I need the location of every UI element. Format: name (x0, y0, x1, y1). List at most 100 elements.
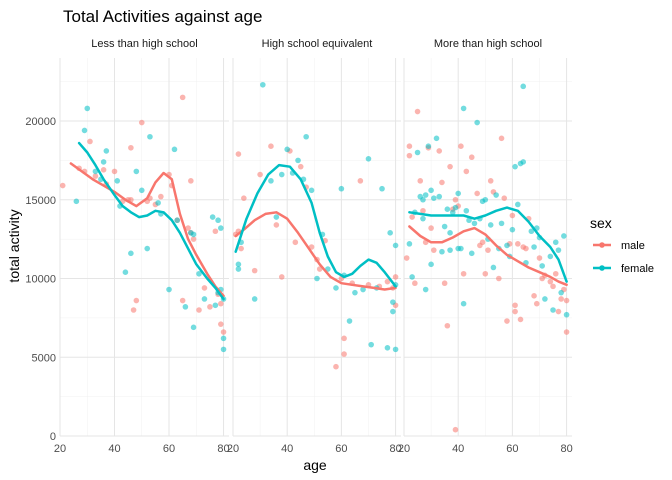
data-point-male (278, 274, 285, 280)
data-point-female (466, 217, 472, 224)
x-tick-label: 80 (389, 443, 401, 455)
data-point-male (515, 241, 521, 247)
data-point-female (528, 228, 535, 235)
data-point-female (449, 209, 456, 216)
data-point-male (452, 426, 459, 433)
x-tick-label: 60 (335, 443, 347, 455)
facet-label: High school equivalent (262, 38, 373, 50)
data-point-female (368, 341, 374, 348)
data-point-male (357, 178, 364, 184)
data-point-male (218, 321, 224, 327)
data-point-female (338, 185, 345, 192)
data-point-female (84, 105, 91, 112)
y-tick-label: 20000 (25, 116, 56, 128)
facet-label: More than high school (434, 38, 542, 50)
data-point-male (431, 247, 437, 253)
facet-panel: Less than high school 20 40 60 80 (54, 38, 230, 455)
chart-title: Total Activities against age (63, 7, 262, 26)
data-point-female (520, 159, 527, 165)
data-point-female (547, 253, 554, 260)
smooth-line-male (234, 211, 397, 291)
data-point-female (431, 195, 437, 201)
data-point-female (504, 242, 510, 249)
data-point-female (414, 149, 421, 156)
data-point-female (474, 119, 480, 126)
legend-label-male: male (621, 240, 645, 252)
data-point-male (460, 270, 467, 277)
x-tick-label: 20 (398, 443, 410, 455)
data-point-female (346, 318, 353, 324)
legend-title: sex (590, 215, 612, 231)
data-point-male (504, 318, 510, 324)
data-point-female (235, 266, 242, 272)
data-point-male (523, 245, 529, 252)
data-point-male (485, 247, 491, 253)
data-point-male (444, 322, 451, 329)
data-point-male (292, 239, 299, 246)
data-point-female (531, 244, 537, 250)
data-point-female (133, 168, 140, 175)
data-point-female (235, 261, 242, 268)
data-point-female (428, 187, 434, 194)
data-point-female (390, 299, 396, 305)
data-point-female (278, 171, 285, 178)
data-point-female (447, 230, 453, 236)
data-point-male (111, 168, 118, 175)
data-point-male (100, 167, 107, 173)
data-point-male (420, 207, 426, 214)
facet-panel: More than high school 20 40 60 80 (398, 38, 573, 455)
data-point-male (251, 267, 258, 274)
data-point-male (92, 173, 99, 179)
data-point-female (295, 157, 301, 164)
data-point-male (501, 195, 508, 201)
data-point-male (436, 148, 443, 154)
data-point-male (384, 278, 391, 285)
data-point-male (550, 283, 556, 290)
data-point-male (496, 275, 502, 282)
data-point-female (441, 223, 448, 230)
data-point-female (433, 135, 440, 142)
legend: sex male female (590, 215, 654, 275)
data-point-male (447, 163, 453, 170)
data-point-female (392, 242, 399, 249)
data-point-female (455, 190, 461, 197)
data-point-male (552, 270, 559, 277)
data-point-female (490, 264, 497, 271)
data-point-female (220, 346, 227, 353)
data-point-male (235, 151, 242, 157)
data-point-male (133, 297, 140, 304)
data-point-male (458, 143, 464, 149)
data-point-female (190, 324, 197, 331)
legend-key-point (599, 265, 605, 271)
x-tick-label: 40 (108, 443, 120, 455)
data-point-female (384, 345, 391, 351)
data-point-female (144, 245, 151, 252)
data-point-male (452, 196, 459, 203)
data-point-male (563, 329, 570, 335)
smooth-line-female (77, 141, 225, 301)
data-point-male (158, 193, 164, 200)
data-point-female (406, 241, 413, 247)
data-point-female (555, 247, 562, 253)
data-point-female (428, 261, 434, 268)
facet-label: Less than high school (91, 38, 197, 50)
data-point-male (333, 363, 339, 370)
data-point-female (196, 270, 202, 277)
data-point-female (539, 263, 545, 269)
data-point-female (452, 204, 459, 211)
data-point-female (103, 148, 110, 154)
data-point-male (547, 278, 554, 285)
data-point-female (471, 220, 478, 227)
legend-label-female: female (621, 263, 654, 275)
data-point-female (365, 156, 372, 162)
data-point-female (360, 286, 366, 293)
data-point-male (555, 308, 562, 315)
data-point-male (138, 119, 145, 126)
y-axis-title: total activity (6, 209, 22, 282)
data-point-female (468, 250, 475, 257)
data-point-female (493, 192, 499, 198)
data-point-female (81, 127, 88, 134)
x-tick-label: 40 (281, 443, 293, 455)
data-point-female (444, 206, 451, 212)
data-point-male (512, 302, 518, 309)
